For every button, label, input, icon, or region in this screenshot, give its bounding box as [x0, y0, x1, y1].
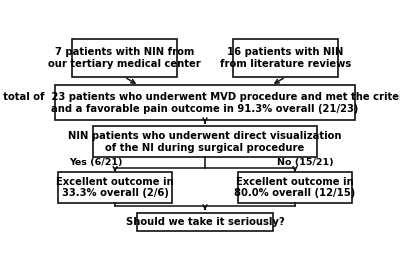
FancyBboxPatch shape — [55, 85, 355, 120]
Text: Excellent outcome in
33.3% overall (2/6): Excellent outcome in 33.3% overall (2/6) — [56, 177, 174, 198]
Text: 16 patients with NIN
from literature reviews: 16 patients with NIN from literature rev… — [220, 47, 351, 69]
Text: Yes (6/21): Yes (6/21) — [70, 158, 123, 167]
Text: A total of  23 patients who underwent MVD procedure and met the criteria,
and a : A total of 23 patients who underwent MVD… — [0, 92, 400, 114]
FancyBboxPatch shape — [137, 213, 273, 231]
Text: 7 patients with NIN from
our tertiary medical center: 7 patients with NIN from our tertiary me… — [48, 47, 201, 69]
FancyBboxPatch shape — [233, 39, 338, 77]
FancyBboxPatch shape — [238, 172, 352, 203]
Text: Excellent outcome in
80.0% overall (12/15): Excellent outcome in 80.0% overall (12/1… — [234, 177, 356, 198]
FancyBboxPatch shape — [58, 172, 172, 203]
Text: No (15/21): No (15/21) — [277, 158, 334, 167]
Text: NIN patients who underwent direct visualization
of the NI during surgical proced: NIN patients who underwent direct visual… — [68, 131, 342, 153]
Text: Should we take it seriously?: Should we take it seriously? — [126, 217, 284, 227]
FancyBboxPatch shape — [72, 39, 177, 77]
FancyBboxPatch shape — [94, 126, 317, 157]
